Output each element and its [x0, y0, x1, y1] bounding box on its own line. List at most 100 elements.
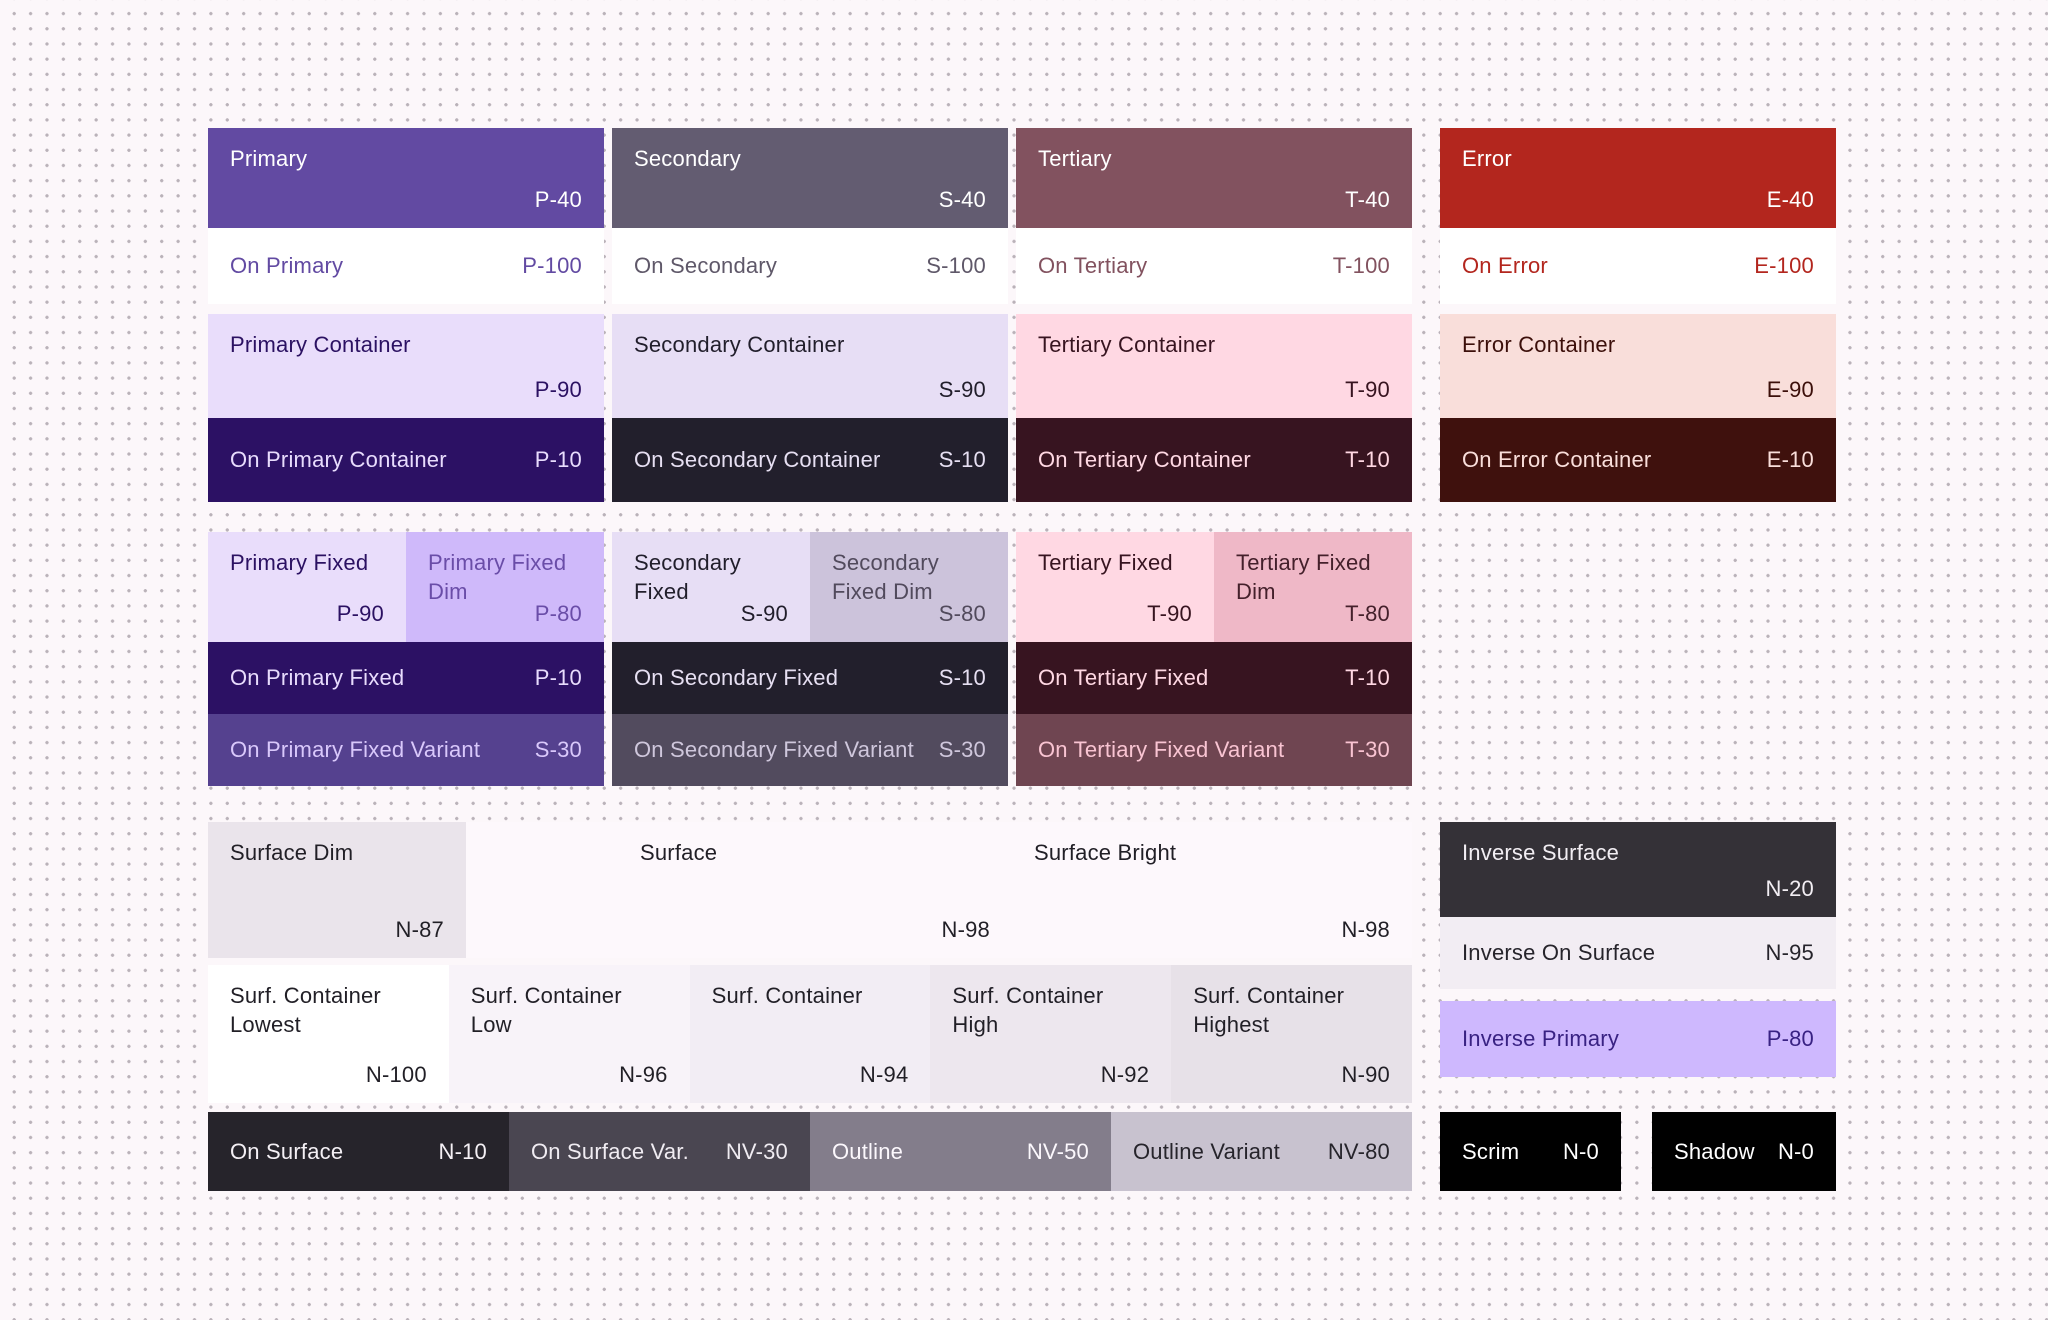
- swatch-label: Secondary Fixed Dim: [832, 550, 939, 605]
- swatch-label: Tertiary Fixed Dim: [1236, 550, 1371, 605]
- swatch-tone-value: S-90: [740, 600, 788, 626]
- swatch-tone-value: T-10: [1345, 447, 1390, 473]
- swatch-tone-value: S-90: [938, 376, 986, 402]
- swatch-label: Inverse Surface: [1462, 840, 1620, 865]
- swatch-surface-bright[interactable]: Surface Bright N-98: [1012, 822, 1412, 958]
- swatch-surface-container-3[interactable]: Surf. Container High N-92: [930, 965, 1172, 1103]
- swatch-tone-value: E-90: [1766, 376, 1814, 402]
- swatch-surface-container-1[interactable]: Surf. Container Low N-96: [448, 965, 690, 1103]
- swatch-secondary[interactable]: Secondary S-40: [612, 128, 1008, 228]
- swatch-label: Surf. Container Low: [470, 983, 622, 1038]
- swatch-on-tertiary-fixed-variant[interactable]: On Tertiary Fixed Variant T-30: [1016, 714, 1412, 786]
- swatch-label: On Primary Container: [230, 447, 447, 473]
- swatch-label: On Secondary: [634, 253, 778, 279]
- swatch-tone-value: S-100: [926, 253, 986, 279]
- swatch-label: On Tertiary: [1038, 253, 1148, 279]
- swatch-tone-value: S-10: [938, 665, 986, 691]
- swatch-bottom-outline-variant[interactable]: Outline Variant NV-80: [1111, 1112, 1412, 1191]
- swatch-surface-container-2[interactable]: Surf. Container N-94: [689, 965, 931, 1103]
- swatch-on-primary-fixed[interactable]: On Primary Fixed P-10: [208, 642, 604, 714]
- swatch-label: Primary Fixed: [230, 550, 369, 575]
- swatch-tone-value: P-80: [534, 600, 582, 626]
- swatch-tone-value: P-90: [336, 600, 384, 626]
- swatch-tone-value: NV-30: [725, 1138, 788, 1164]
- swatch-primary-fixed-dim[interactable]: Primary Fixed Dim P-80: [406, 532, 604, 642]
- swatch-on-secondary-container[interactable]: On Secondary Container S-10: [612, 418, 1008, 502]
- swatch-inverse-surface[interactable]: Inverse Surface N-20: [1440, 822, 1836, 917]
- swatch-on-error[interactable]: On Error E-100: [1440, 228, 1836, 304]
- swatch-tertiary-fixed-dim[interactable]: Tertiary Fixed Dim T-80: [1214, 532, 1412, 642]
- swatch-label: Tertiary Fixed: [1038, 550, 1173, 575]
- swatch-on-tertiary-container[interactable]: On Tertiary Container T-10: [1016, 418, 1412, 502]
- swatch-error-container[interactable]: Error Container E-90: [1440, 314, 1836, 418]
- swatch-tone-value: N-92: [1100, 1061, 1150, 1087]
- swatch-tone-value: S-80: [938, 600, 986, 626]
- swatch-label: On Tertiary Container: [1038, 447, 1251, 473]
- swatch-label: On Error Container: [1462, 447, 1652, 473]
- swatch-on-primary[interactable]: On Primary P-100: [208, 228, 604, 304]
- swatch-tone-value: S-40: [938, 186, 986, 212]
- swatch-tone-value: N-0: [1777, 1138, 1814, 1164]
- swatch-tone-value: N-100: [365, 1061, 427, 1087]
- swatch-label: On Secondary Fixed Variant: [634, 737, 914, 763]
- swatch-surface-container-4[interactable]: Surf. Container Highest N-90: [1171, 965, 1412, 1103]
- swatch-tone-value: T-30: [1345, 737, 1390, 763]
- swatch-primary-container[interactable]: Primary Container P-90: [208, 314, 604, 418]
- swatch-bottom-on-surface[interactable]: On Surface N-10: [208, 1112, 509, 1191]
- swatch-surface-dim[interactable]: Surface Dim N-87: [208, 822, 466, 958]
- swatch-on-primary-container[interactable]: On Primary Container P-10: [208, 418, 604, 502]
- swatch-label: Primary Fixed Dim: [428, 550, 567, 605]
- swatch-tertiary[interactable]: Tertiary T-40: [1016, 128, 1412, 228]
- swatch-bottom-outline[interactable]: Outline NV-50: [810, 1112, 1111, 1191]
- swatch-tone-value: E-40: [1766, 186, 1814, 212]
- swatch-tone-value: S-30: [534, 737, 582, 763]
- swatch-error[interactable]: Error E-40: [1440, 128, 1836, 228]
- swatch-tertiary-fixed[interactable]: Tertiary Fixed T-90: [1016, 532, 1214, 642]
- swatch-tone-value: T-100: [1332, 253, 1390, 279]
- swatch-label: On Tertiary Fixed Variant: [1038, 737, 1285, 763]
- swatch-on-secondary[interactable]: On Secondary S-100: [612, 228, 1008, 304]
- swatch-surface-container-0[interactable]: Surf. Container Lowest N-100: [208, 965, 449, 1103]
- swatch-on-error-container[interactable]: On Error Container E-10: [1440, 418, 1836, 502]
- swatch-tone-value: P-80: [1766, 1026, 1814, 1052]
- swatch-secondary-fixed[interactable]: Secondary Fixed S-90: [612, 532, 810, 642]
- swatch-tone-value: NV-80: [1327, 1138, 1390, 1164]
- swatch-tone-value: E-100: [1754, 253, 1814, 279]
- swatch-label: On Primary: [230, 253, 344, 279]
- swatch-shadow[interactable]: Shadow N-0: [1652, 1112, 1836, 1191]
- swatch-scrim[interactable]: Scrim N-0: [1440, 1112, 1621, 1191]
- swatch-tone-value: T-90: [1147, 600, 1192, 626]
- swatch-on-secondary-fixed-variant[interactable]: On Secondary Fixed Variant S-30: [612, 714, 1008, 786]
- swatch-on-secondary-fixed[interactable]: On Secondary Fixed S-10: [612, 642, 1008, 714]
- swatch-tone-value: E-10: [1766, 447, 1814, 473]
- swatch-label: On Tertiary Fixed: [1038, 665, 1209, 691]
- swatch-label: Secondary Fixed: [634, 550, 741, 605]
- swatch-label: On Secondary Container: [634, 447, 881, 473]
- swatch-label: Shadow: [1674, 1138, 1755, 1164]
- swatch-label: Secondary Container: [634, 332, 845, 357]
- swatch-bottom-on-surface-variant[interactable]: On Surface Var. NV-30: [509, 1112, 810, 1191]
- swatch-tone-value: S-10: [938, 447, 986, 473]
- swatch-label: On Secondary Fixed: [634, 665, 839, 691]
- swatch-label: Surface Dim: [230, 840, 354, 865]
- swatch-secondary-container[interactable]: Secondary Container S-90: [612, 314, 1008, 418]
- swatch-label: Inverse Primary: [1462, 1026, 1620, 1052]
- swatch-tone-value: NV-50: [1026, 1138, 1089, 1164]
- swatch-label: Primary Container: [230, 332, 411, 357]
- swatch-primary-fixed[interactable]: Primary Fixed P-90: [208, 532, 406, 642]
- swatch-on-tertiary-fixed[interactable]: On Tertiary Fixed T-10: [1016, 642, 1412, 714]
- swatch-surface[interactable]: Surface N-98: [466, 822, 1012, 958]
- swatch-label: Primary: [230, 146, 308, 171]
- swatch-label: Surface: [640, 840, 718, 865]
- swatch-inverse-on-surface[interactable]: Inverse On Surface N-95: [1440, 917, 1836, 989]
- swatch-tertiary-container[interactable]: Tertiary Container T-90: [1016, 314, 1412, 418]
- swatch-tone-value: N-98: [941, 916, 990, 942]
- swatch-secondary-fixed-dim[interactable]: Secondary Fixed Dim S-80: [810, 532, 1008, 642]
- swatch-primary[interactable]: Primary P-40: [208, 128, 604, 228]
- swatch-inverse-primary[interactable]: Inverse Primary P-80: [1440, 1001, 1836, 1077]
- swatch-on-primary-fixed-variant[interactable]: On Primary Fixed Variant S-30: [208, 714, 604, 786]
- swatch-tone-value: N-10: [438, 1138, 487, 1164]
- swatch-on-tertiary[interactable]: On Tertiary T-100: [1016, 228, 1412, 304]
- swatch-tone-value: P-100: [522, 253, 582, 279]
- swatch-label: On Primary Fixed: [230, 665, 405, 691]
